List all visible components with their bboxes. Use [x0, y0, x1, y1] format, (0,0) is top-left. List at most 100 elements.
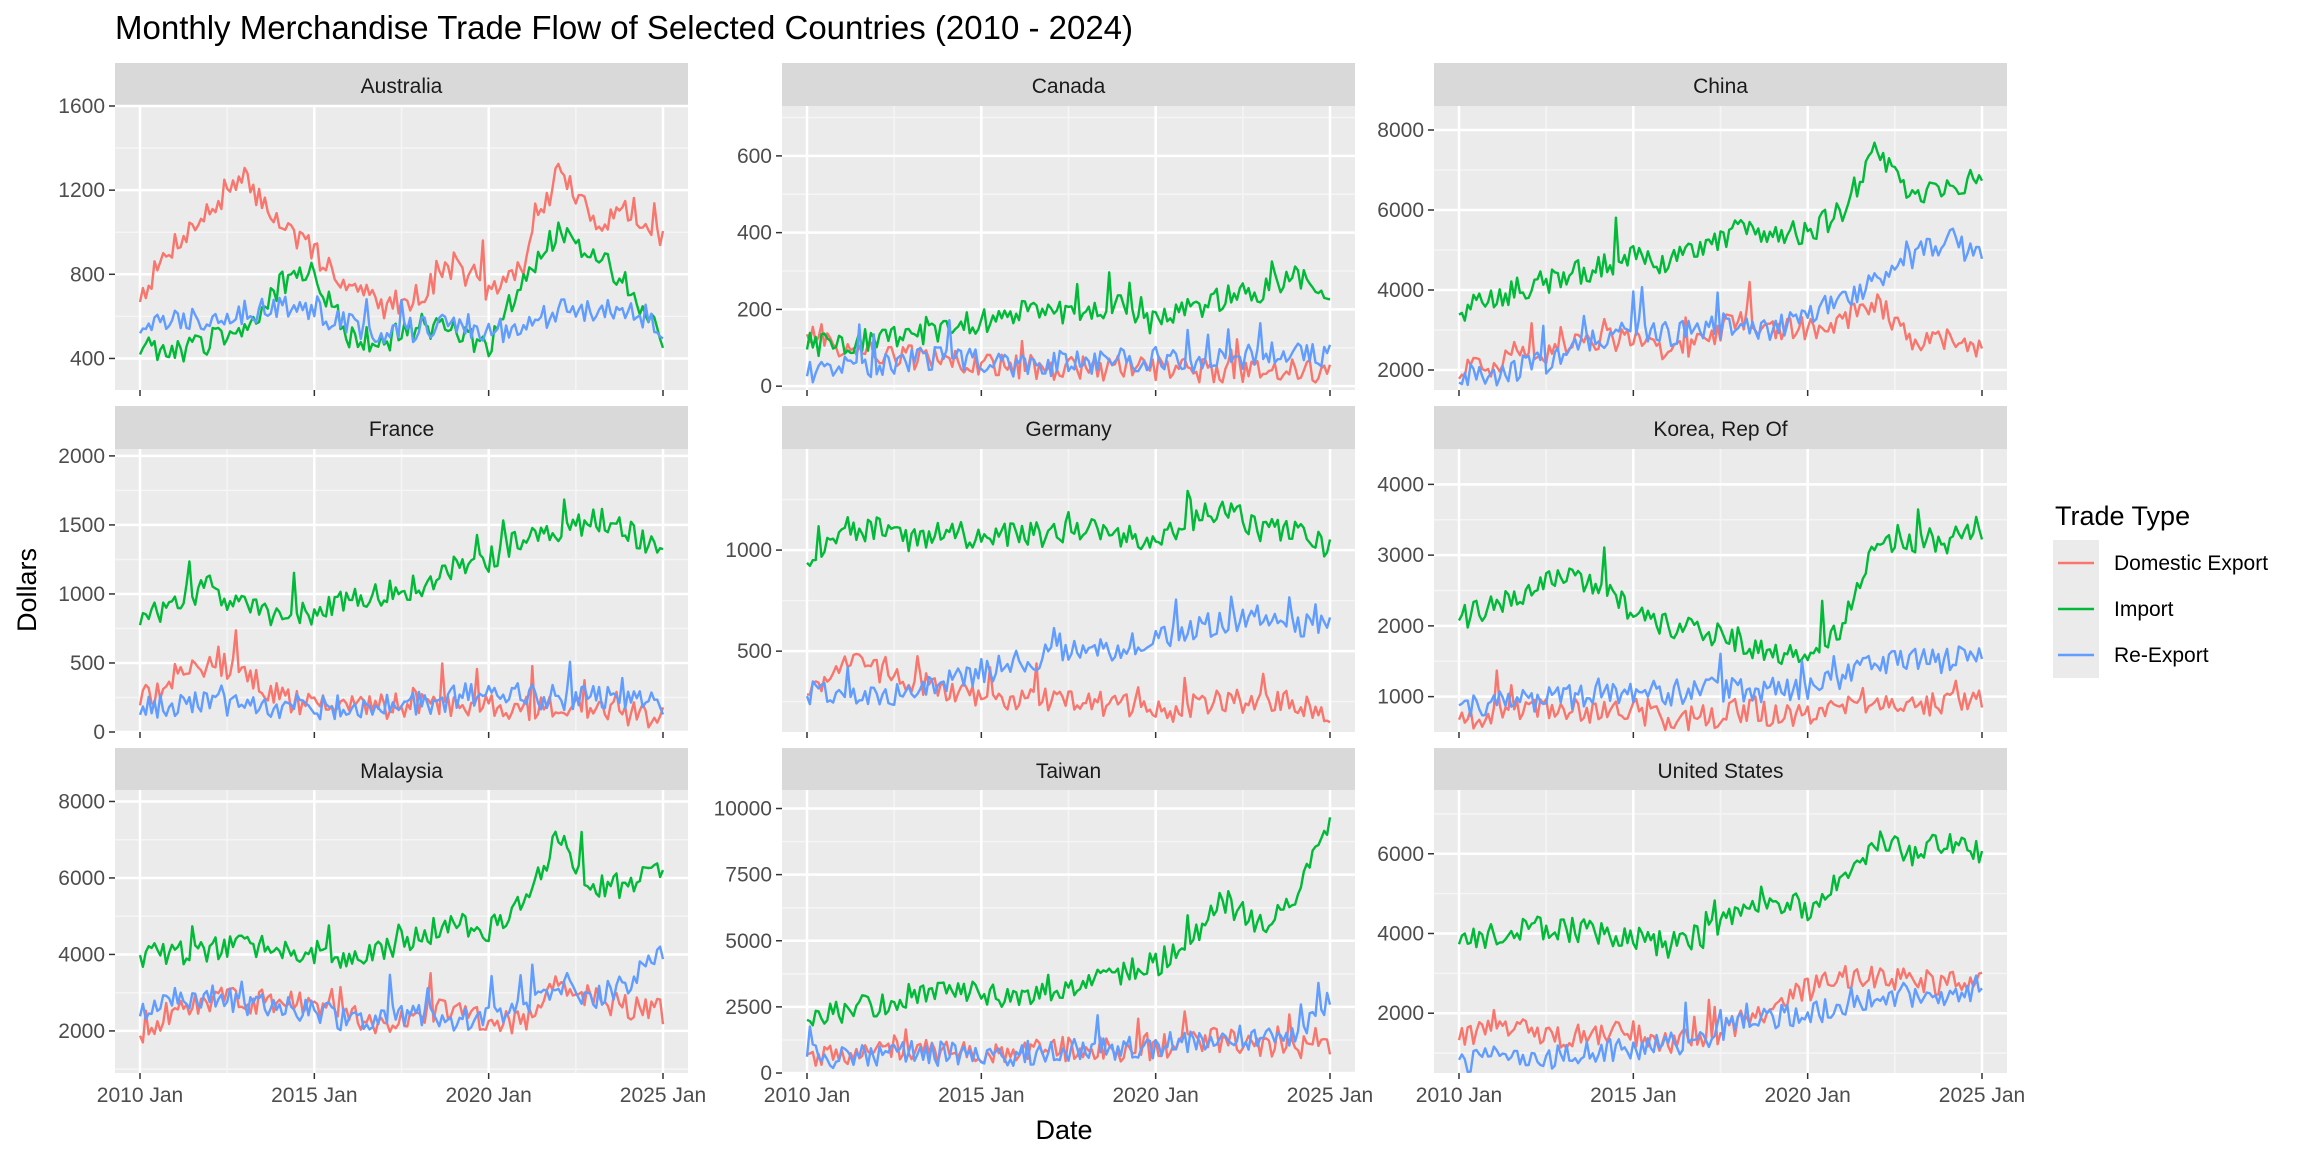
legend-label: Import	[2114, 598, 2174, 621]
facet-label: Taiwan	[1036, 760, 1101, 783]
x-axis-label: Date	[1035, 1115, 1092, 1145]
y-tick-label: 500	[737, 640, 772, 663]
series-line-domestic-export	[805, 323, 1332, 384]
x-tick-label: 2015 Jan	[271, 1084, 357, 1107]
panel-grid: Australia40080012001600Canada0200400600C…	[58, 63, 2025, 1107]
y-tick-label: 0	[760, 375, 772, 398]
panel-malaysia: Malaysia 2000 4000 6000 8000 2010 Jan 2015 Jan…	[58, 748, 706, 1107]
x-tick-label: 2025 Jan	[1939, 1084, 2025, 1107]
series-line-import	[1458, 141, 1984, 322]
y-tick-label: 8000	[58, 790, 105, 813]
y-tick-label: 400	[737, 222, 772, 245]
series-line-import	[1457, 508, 1984, 666]
y-tick-label: 8000	[1377, 119, 1424, 142]
x-tick-label: 2010 Jan	[97, 1084, 183, 1107]
y-axis-label: Dollars	[12, 548, 42, 632]
y-tick-label: 1000	[1377, 686, 1424, 709]
series-line-re-export	[138, 945, 665, 1032]
facet-label: Malaysia	[360, 760, 443, 783]
series-line-import	[806, 489, 1332, 567]
facet-label: Canada	[1032, 75, 1106, 98]
facet-label: United States	[1657, 760, 1783, 783]
legend-item-domestic-export: Domestic Export	[2053, 540, 2268, 586]
y-tick-label: 2500	[725, 996, 772, 1019]
legend: Trade Type Domestic Export Import Re-Expor…	[2053, 501, 2268, 678]
facet-label: Australia	[361, 75, 443, 98]
series-line-re-export	[1458, 645, 1984, 718]
y-tick-label: 2000	[58, 445, 105, 468]
legend-label: Re-Export	[2114, 644, 2209, 667]
panel-france: France 0 500 1000 1500 2000	[58, 406, 688, 744]
y-tick-label: 1500	[58, 514, 105, 537]
facet-strip	[115, 63, 688, 106]
y-tick-label: 10000	[714, 798, 772, 821]
y-tick-label: 3000	[1377, 544, 1424, 567]
series-line-re-export	[1458, 227, 1984, 387]
x-tick-label: 2025 Jan	[620, 1084, 706, 1107]
legend-item-re-export: Re-Export	[2053, 632, 2209, 678]
y-tick-label: 0	[93, 721, 105, 744]
series-line-re-export	[805, 595, 1332, 706]
y-tick-label: 6000	[1377, 199, 1424, 222]
facet-strip	[1434, 748, 2007, 790]
y-tick-label: 2000	[1377, 359, 1424, 382]
chart-title: Monthly Merchandise Trade Flow of Select…	[115, 9, 1133, 46]
facet-strip	[782, 406, 1355, 449]
series-line-domestic-export	[806, 1010, 1332, 1067]
y-tick-label: 0	[760, 1062, 772, 1085]
y-tick-label: 2000	[1377, 615, 1424, 638]
y-tick-label: 6000	[1377, 843, 1424, 866]
y-tick-label: 4000	[1377, 279, 1424, 302]
x-tick-label: 2025 Jan	[1287, 1084, 1373, 1107]
y-tick-label: 800	[70, 263, 105, 286]
legend-item-import: Import	[2053, 586, 2174, 632]
panel-germany: Germany 500 1000	[725, 406, 1355, 738]
facet-strip	[1434, 406, 2007, 449]
series-line-re-export	[138, 295, 664, 345]
panel-australia: Australia 400 800 1200 1600	[58, 63, 688, 396]
facet-strip	[115, 406, 688, 449]
x-tick-label: 2020 Jan	[1112, 1084, 1198, 1107]
series-line-import	[138, 221, 665, 363]
legend-title: Trade Type	[2055, 501, 2190, 531]
facet-strip	[1434, 63, 2007, 106]
y-tick-label: 200	[737, 298, 772, 321]
legend-entries: Domestic Export Import Re-Export	[2053, 540, 2268, 678]
series-line-import	[138, 498, 664, 627]
y-tick-label: 1200	[58, 179, 105, 202]
panel-canada: Canada 0 200 400 600	[737, 63, 1355, 398]
y-tick-label: 2000	[1377, 1002, 1424, 1025]
panel-korea-rep-of: Korea, Rep Of 1000 2000 3000 4000	[1377, 406, 2007, 738]
x-tick-label: 2015 Jan	[1590, 1084, 1676, 1107]
facet-label: Korea, Rep Of	[1653, 418, 1787, 441]
y-tick-label: 1600	[58, 95, 105, 118]
y-tick-label: 2000	[58, 1020, 105, 1043]
facet-label: Germany	[1025, 418, 1112, 441]
facet-strip	[782, 748, 1355, 790]
series-line-import	[806, 817, 1332, 1027]
series-line-re-export	[1457, 974, 1983, 1073]
x-tick-label: 2010 Jan	[764, 1084, 850, 1107]
facet-label: China	[1693, 75, 1748, 98]
series-line-re-export	[805, 319, 1332, 384]
y-tick-label: 600	[737, 145, 772, 168]
panel-china: China 2000 4000 6000 8000	[1377, 63, 2007, 396]
y-tick-label: 5000	[725, 930, 772, 953]
x-tick-label: 2015 Jan	[938, 1084, 1024, 1107]
facet-strip	[782, 63, 1355, 106]
series-line-domestic-export	[806, 652, 1331, 724]
y-tick-label: 1000	[725, 539, 772, 562]
series-line-import	[1457, 830, 1984, 959]
y-tick-label: 500	[70, 652, 105, 675]
facet-strip	[115, 748, 688, 790]
panel-united-states: United States 2000 4000 6000 2010 Jan 2015 Ja…	[1377, 748, 2025, 1107]
y-tick-label: 400	[70, 347, 105, 370]
x-tick-label: 2020 Jan	[1764, 1084, 1850, 1107]
series-line-import	[805, 260, 1331, 358]
series-line-re-export	[138, 660, 665, 721]
y-tick-label: 7500	[725, 864, 772, 887]
y-tick-label: 4000	[1377, 473, 1424, 496]
y-tick-label: 1000	[58, 583, 105, 606]
series-line-import	[138, 830, 665, 969]
